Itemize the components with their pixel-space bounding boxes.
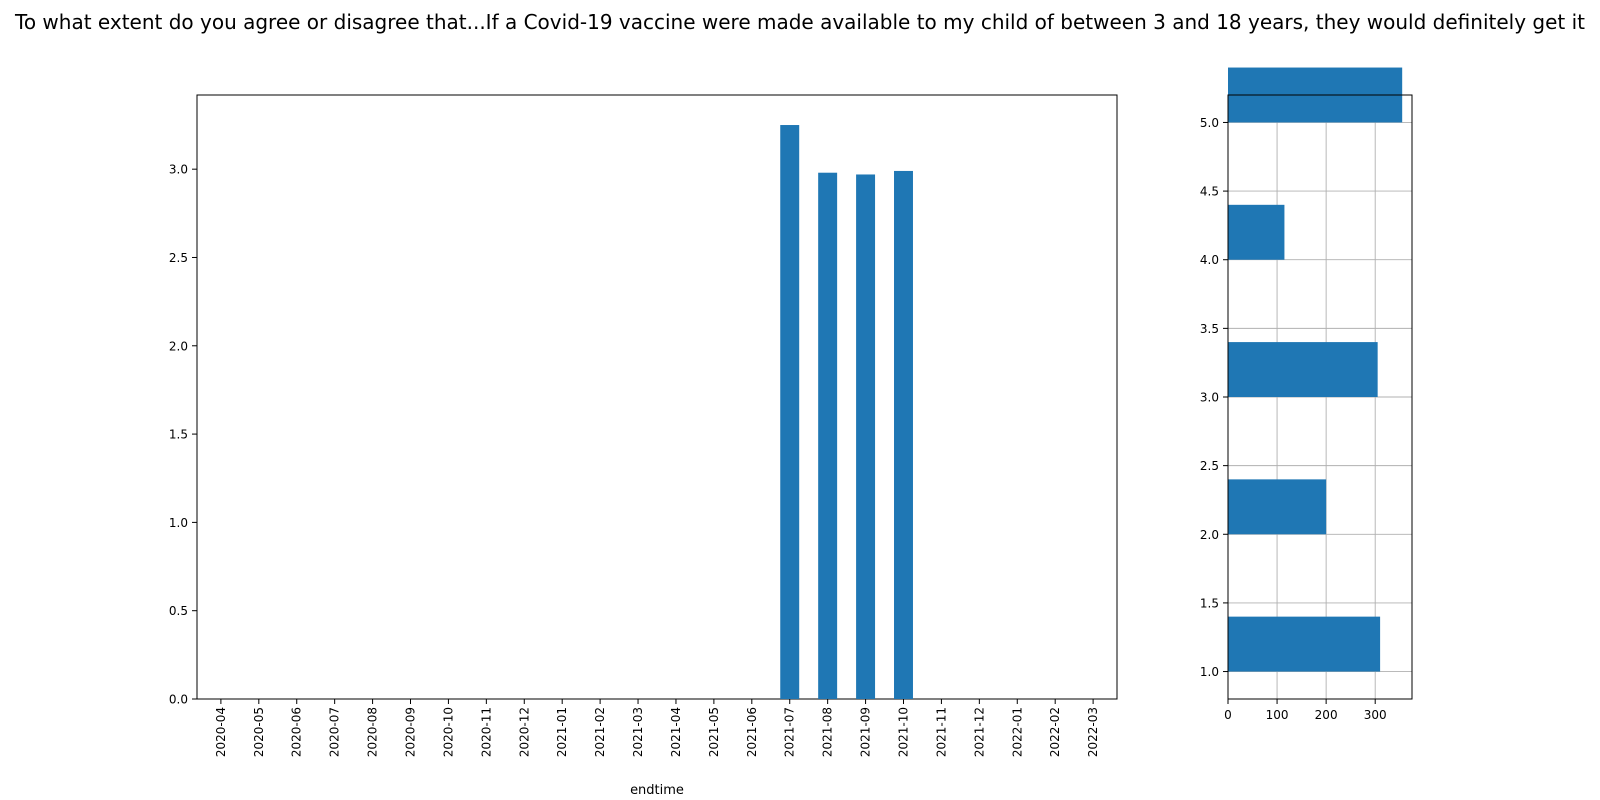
x-tick-label: 2021-03 [631,707,645,757]
side-bar-3 [1228,342,1378,397]
side-y-tick-label: 1.5 [1200,596,1219,610]
x-tick-label: 2021-05 [707,707,721,757]
y-tick-label: 3.0 [169,163,188,177]
x-tick-label: 2021-08 [821,707,835,757]
x-tick-label: 2021-09 [859,707,873,757]
y-tick-label: 0.5 [169,604,188,618]
bar-2021-10 [894,170,913,699]
x-tick-label: 2020-05 [252,707,266,757]
side-x-axis: 0 100 200 300 [1224,699,1387,722]
x-tick-label: 2021-01 [555,707,569,757]
x-tick-label: 2021-07 [783,707,797,757]
bar-2021-08 [818,172,838,700]
bar-2021-09 [856,174,876,699]
x-tick-label: 2020-10 [441,707,455,757]
x-tick-label: 2020-11 [479,707,493,757]
side-bar-2 [1228,479,1327,535]
chart-title: To what extent do you agree or disagree … [15,10,1585,34]
x-tick-label: 2022-01 [1010,707,1024,757]
x-tick-label: 2022-02 [1048,707,1062,757]
x-tick-label: 2021-10 [896,707,910,757]
main-y-axis: 0.0 0.5 1.0 1.5 2.0 2.5 3.0 [169,163,197,707]
side-bars [1228,67,1403,672]
main-x-axis-label: endtime [630,783,684,798]
bar-2021-07 [780,125,800,700]
x-tick-label: 2021-06 [745,707,759,757]
side-bar-1 [1228,616,1381,672]
side-y-tick-label: 3.5 [1200,322,1219,336]
main-bars [780,125,913,700]
side-y-tick-label: 2.5 [1200,459,1219,473]
side-y-tick-label: 4.5 [1200,185,1219,199]
x-tick-label: 2020-07 [328,707,342,757]
main-x-axis: 2020-04 2020-05 2020-06 2020-07 2020-08 2020-… [214,699,1100,757]
y-tick-label: 1.5 [169,428,188,442]
x-tick-label: 2020-12 [517,707,531,757]
side-y-tick-label: 2.0 [1200,528,1219,542]
x-tick-label: 2020-08 [366,707,380,757]
x-tick-label: 2021-02 [593,707,607,757]
side-y-tick-label: 3.0 [1200,391,1219,405]
x-tick-label: 2021-12 [972,707,986,757]
side-y-tick-label: 5.0 [1200,116,1219,130]
side-bar-4 [1228,204,1285,260]
main-plot-frame [196,94,1118,700]
side-x-tick-label: 100 [1266,708,1289,722]
side-x-tick-label: 300 [1364,708,1387,722]
y-tick-label: 1.0 [169,516,188,530]
x-tick-label: 2020-04 [214,707,228,757]
side-x-tick-label: 200 [1315,708,1338,722]
y-tick-label: 0.0 [169,693,188,707]
side-x-tick-label: 0 [1224,708,1232,722]
distribution-bar-chart: 0 100 200 300 1.0 1.5 2.0 2.5 3.0 3.5 4.0 4.5 5.0 [1200,67,1413,722]
x-tick-label: 2020-09 [404,707,418,757]
x-tick-label: 2022-03 [1086,707,1100,757]
x-tick-label: 2021-11 [934,707,948,757]
side-y-tick-label: 4.0 [1200,253,1219,267]
x-tick-label: 2021-04 [669,707,683,757]
y-tick-label: 2.5 [169,251,188,265]
side-y-axis: 1.0 1.5 2.0 2.5 3.0 3.5 4.0 4.5 5.0 [1200,116,1228,679]
time-series-bar-chart: 2020-04 2020-05 2020-06 2020-07 2020-08 2020-… [169,94,1118,798]
x-tick-label: 2020-06 [290,707,304,757]
side-y-tick-label: 1.0 [1200,665,1219,679]
y-tick-label: 2.0 [169,339,188,353]
